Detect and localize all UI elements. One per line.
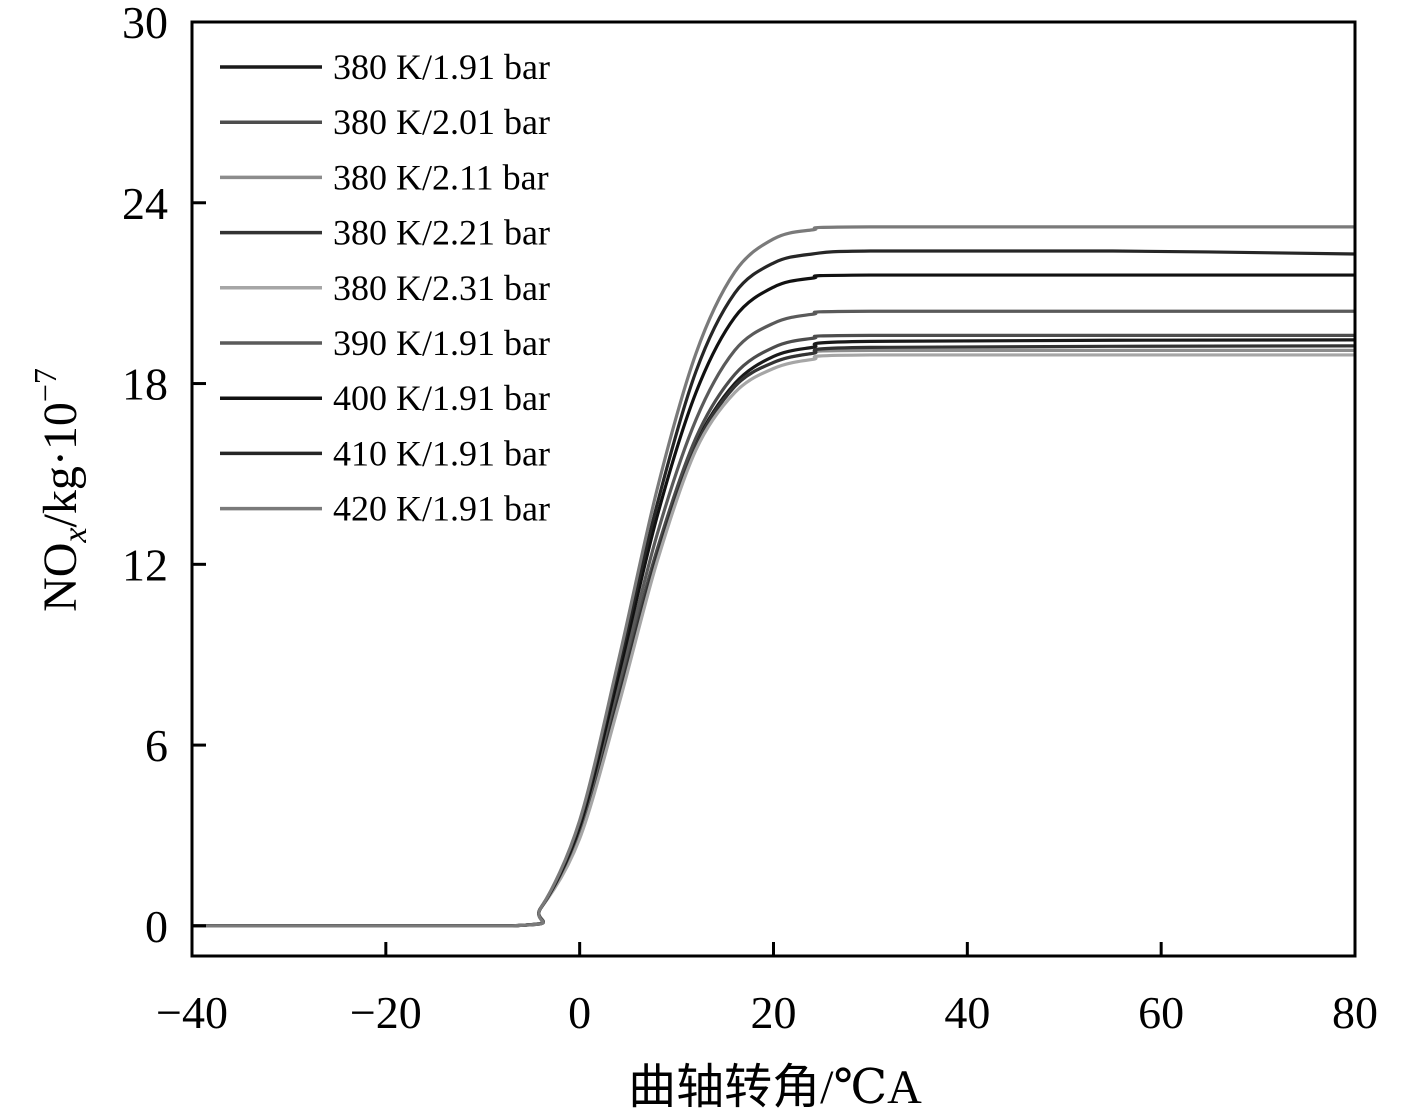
legend-label: 380 K/2.21 bar [333,213,550,253]
legend-label: 400 K/1.91 bar [333,378,550,418]
legend-item: 420 K/1.91 bar [220,489,550,529]
legend-label: 380 K/2.01 bar [333,102,550,142]
x-tick-label: 20 [751,987,797,1038]
legend-label: 390 K/1.91 bar [333,323,550,363]
series-line-7 [192,273,1355,928]
x-tick-label: −40 [156,987,228,1038]
legend-label: 410 K/1.91 bar [333,433,550,473]
legend-label: 380 K/2.31 bar [333,268,550,308]
y-axis: 0 6 12 18 24 30 [122,0,206,952]
x-tick-label: −20 [350,987,422,1038]
y-tick-label: 18 [122,359,168,410]
series-layer [192,225,1355,928]
x-axis-title: 曲轴转角/℃A [628,1061,922,1114]
y-tick-label: 30 [122,0,168,48]
y-axis-title-main: NO [34,543,87,612]
legend-item: 380 K/2.21 bar [220,213,550,253]
series-line-9 [192,225,1355,928]
legend: 380 K/1.91 bar 380 K/2.01 bar 380 K/2.11 b… [220,47,550,529]
y-tick-label: 6 [145,720,168,771]
y-axis-title-rest: /kg·10 [34,402,87,527]
legend-label: 380 K/1.91 bar [333,47,550,87]
y-axis-title-sup: −7 [27,368,63,402]
series-line-2 [192,333,1355,928]
legend-item: 380 K/2.31 bar [220,268,550,308]
x-axis: −40 −20 0 20 40 60 80 [156,942,1378,1038]
x-tick-label: 60 [1138,987,1184,1038]
legend-item: 410 K/1.91 bar [220,433,550,473]
legend-item: 380 K/2.01 bar [220,102,550,142]
legend-label: 420 K/1.91 bar [333,489,550,529]
y-tick-label: 12 [122,539,168,590]
legend-item: 390 K/1.91 bar [220,323,550,363]
y-axis-title: NOx/kg·10−7 [27,368,94,612]
y-axis-title-sub: x [57,527,94,543]
series-line-1 [192,338,1355,928]
x-tick-label: 80 [1332,987,1378,1038]
x-tick-label: 0 [568,987,591,1038]
y-tick-label: 24 [122,178,168,229]
legend-item: 380 K/1.91 bar [220,47,550,87]
legend-item: 380 K/2.11 bar [220,157,549,197]
x-tick-label: 40 [944,987,990,1038]
y-tick-label: 0 [145,901,168,952]
legend-label: 380 K/2.11 bar [333,157,549,197]
legend-item: 400 K/1.91 bar [220,378,550,418]
